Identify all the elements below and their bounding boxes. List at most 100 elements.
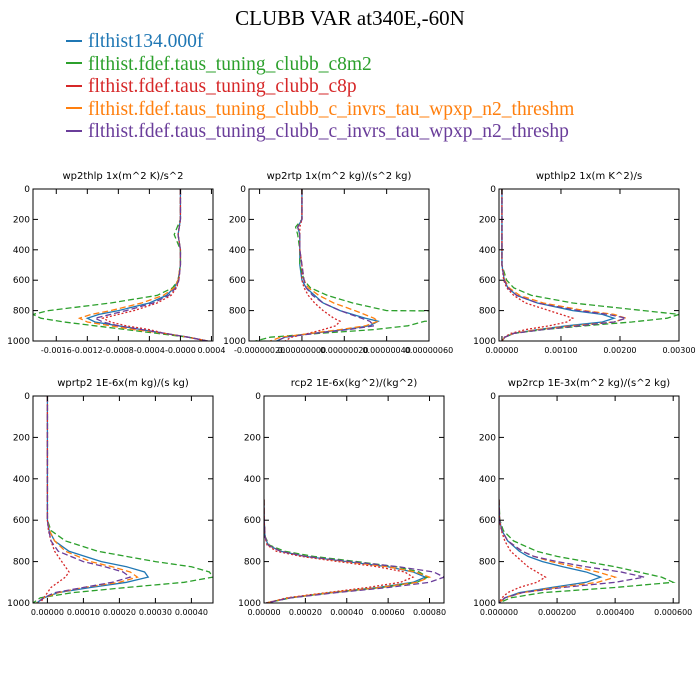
x-tick-label: 0.00300 — [662, 346, 695, 355]
legend-line-swatch — [66, 107, 82, 110]
panel: wpthlp2 1x(m K^2)/s020040060080010000.00… — [473, 171, 695, 355]
plot-frame — [32, 188, 214, 342]
panel: rcp2 1E-6x(kg^2)/(kg^2) 0 200 400 600 800 1000… — [238, 378, 446, 617]
panel: wp2thlp 1x(m^2 K)/s^2 0 200 400 600 800 1000 -0… — [7, 171, 225, 355]
x-tick-label: 0.00030 — [139, 608, 172, 617]
x-tick-label: 0.00000060 — [405, 346, 453, 355]
x-tick-label: 0.00010 — [67, 608, 100, 617]
x-tick-label: 0.00060 — [372, 608, 405, 617]
panel: wprtp2 1E-6x(m kg)/(s kg) 0 200 400 600 800 10… — [7, 378, 214, 617]
y-tick-label: 400 — [244, 475, 261, 485]
legend-line-swatch — [66, 129, 82, 132]
panel-title: wprtp2 1E-6x(m kg)/(s kg) — [57, 378, 189, 389]
series-line — [264, 499, 429, 603]
x-tick-label: 0.00200 — [603, 346, 636, 355]
legend-label: flthist.fdef.taus_tuning_clubb_c_invrs_t… — [88, 98, 575, 120]
plot-frame — [498, 188, 680, 342]
plot-frame — [498, 395, 680, 604]
x-tick-label: 0.00040 — [175, 608, 208, 617]
series-line — [499, 499, 547, 603]
legend-line-swatch — [66, 62, 82, 65]
y-tick-label: 400 — [13, 246, 30, 256]
panel-title: wp2rcp 1E-3x(m^2 kg)/(s^2 kg) — [508, 378, 671, 389]
legend-entry: flthist134.000f — [66, 31, 574, 54]
y-tick-label: 800 — [479, 307, 496, 317]
legend-entry: flthist.fdef.taus_tuning_clubb_c_invrs_t… — [66, 121, 574, 144]
y-tick-label: 0 — [24, 185, 30, 195]
y-tick-label: 0 — [255, 392, 261, 402]
x-tick-label: -0.0008 — [103, 346, 134, 355]
x-tick-label: 0.00000 — [31, 608, 64, 617]
panel-title: wpthlp2 1x(m K^2)/s — [536, 171, 642, 182]
y-tick-label: 600 — [479, 516, 496, 526]
series-line — [501, 189, 679, 341]
x-tick-label: 0.000200 — [538, 608, 576, 617]
x-tick-label: 0.00040 — [330, 608, 363, 617]
page-title: CLUBB VAR at340E,-60N — [235, 6, 465, 30]
series-line — [264, 499, 432, 603]
series-line — [100, 189, 208, 341]
legend-line-swatch — [66, 84, 82, 87]
y-tick-label: 200 — [479, 433, 496, 443]
series-line — [33, 396, 213, 603]
series-line — [499, 499, 603, 603]
y-tick-label: 600 — [244, 516, 261, 526]
series-line — [501, 189, 617, 341]
y-tick-label: 600 — [13, 276, 30, 286]
x-tick-label: -0.0000 — [165, 346, 196, 355]
y-tick-label: 800 — [13, 307, 30, 317]
x-tick-label: 0.00000000 — [278, 346, 326, 355]
x-tick-label: 0.00020 — [103, 608, 136, 617]
y-tick-label: 200 — [244, 433, 261, 443]
x-tick-label: 0.00080 — [413, 608, 446, 617]
panel-title: wp2thlp 1x(m^2 K)/s^2 — [62, 171, 183, 182]
y-tick-label: 600 — [229, 276, 246, 286]
y-tick-label: 400 — [13, 475, 30, 485]
legend-label: flthist.fdef.taus_tuning_clubb_c8m2 — [88, 53, 372, 75]
y-tick-label: 800 — [13, 558, 30, 568]
y-tick-label: 1000 — [7, 599, 30, 609]
legend-entry: flthist.fdef.taus_tuning_clubb_c8p — [66, 76, 574, 99]
x-tick-label: 0.0004 — [197, 346, 225, 355]
series-line — [255, 189, 429, 341]
x-tick-label: 0.00000020 — [320, 346, 368, 355]
series-line — [284, 189, 342, 341]
y-tick-label: 400 — [479, 475, 496, 485]
legend-label: flthist134.000f — [88, 31, 204, 52]
y-tick-label: 200 — [13, 433, 30, 443]
y-tick-label: 800 — [229, 307, 246, 317]
series-line — [36, 396, 150, 603]
y-tick-label: 1000 — [238, 599, 261, 609]
y-tick-label: 800 — [244, 558, 261, 568]
plot-frame — [32, 395, 214, 604]
panel-title: wp2rtp 1x(m^2 kg)/(s^2 kg) — [267, 171, 412, 182]
y-tick-label: 1000 — [7, 337, 30, 347]
y-tick-label: 200 — [13, 215, 30, 225]
legend-entry: flthist.fdef.taus_tuning_clubb_c8m2 — [66, 54, 574, 77]
series-line — [33, 189, 208, 341]
x-tick-label: -0.0016 — [41, 346, 72, 355]
y-tick-label: 200 — [229, 215, 246, 225]
legend-entry: flthist.fdef.taus_tuning_clubb_c_invrs_t… — [66, 99, 574, 122]
y-tick-label: 400 — [479, 246, 496, 256]
y-tick-label: 0 — [24, 392, 30, 402]
x-tick-label: 0.00000 — [485, 346, 518, 355]
series-line — [276, 189, 376, 341]
series-line — [499, 499, 676, 603]
y-tick-label: 600 — [13, 516, 30, 526]
series-line — [501, 189, 575, 341]
plot-frame — [248, 188, 430, 342]
x-tick-label: 0.00000 — [247, 608, 280, 617]
legend-line-swatch — [66, 39, 82, 42]
x-tick-label: 0.000400 — [596, 608, 634, 617]
y-tick-label: 0 — [490, 185, 496, 195]
plot-frame — [263, 395, 445, 604]
series-line — [501, 189, 629, 341]
series-line — [499, 499, 645, 603]
series-line — [36, 396, 139, 603]
series-line — [39, 396, 70, 603]
x-tick-label: -0.0012 — [72, 346, 103, 355]
x-tick-label: 0.000600 — [654, 608, 692, 617]
y-tick-label: 600 — [479, 276, 496, 286]
